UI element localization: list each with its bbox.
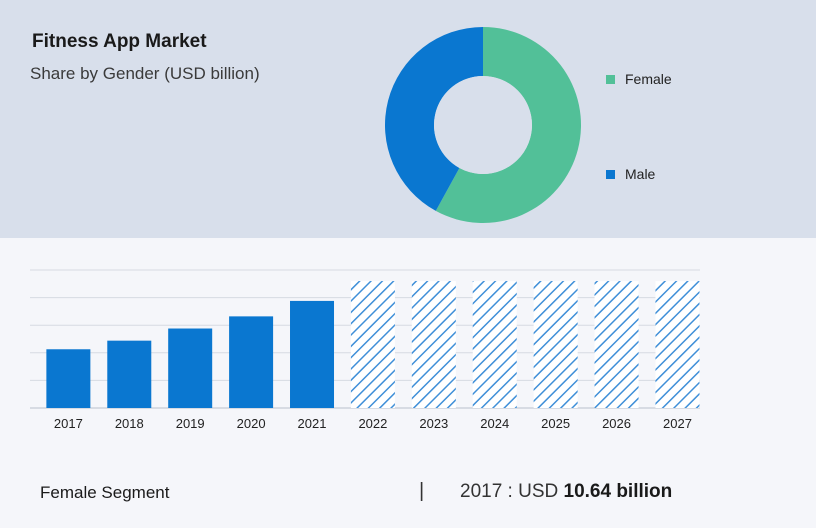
bar-2020: [229, 316, 274, 408]
legend-item-female: Female: [606, 71, 672, 87]
x-tick-label: 2021: [298, 416, 327, 431]
donut-hole: [434, 76, 532, 174]
footer-year-prefix: 2017 : USD: [460, 481, 564, 502]
market-size-bar-chart: 2017 2018 2019 2020 2021 2022 2023 2024 2025 2026…: [30, 269, 700, 431]
bar-2021: [290, 300, 335, 408]
gender-donut-chart: [385, 27, 581, 223]
bar-2024: [472, 281, 517, 408]
footer-segment-label: Female Segment: [40, 483, 170, 502]
x-tick-label: 2022: [358, 416, 387, 431]
bar-2027: [655, 281, 700, 408]
x-tick-label: 2027: [663, 416, 692, 431]
x-tick-label: 2019: [176, 416, 205, 431]
x-tick-label: 2023: [419, 416, 448, 431]
footer-value-amount: 10.64 billion: [563, 481, 673, 502]
legend-label-female: Female: [625, 71, 672, 87]
chart-subtitle: Share by Gender (USD billion): [30, 64, 260, 83]
footer-value: 2017 : USD 10.64 billion: [460, 481, 672, 503]
bar-2023: [411, 281, 456, 408]
legend-item-male: Male: [606, 166, 655, 182]
footer-separator: |: [419, 480, 425, 502]
x-tick-label: 2020: [237, 416, 266, 431]
x-tick-label: 2026: [602, 416, 631, 431]
bar-2022: [350, 281, 395, 408]
bar-2025: [533, 281, 578, 408]
bar-2017: [46, 349, 91, 408]
chart-title: Fitness App Market: [32, 31, 207, 52]
legend-swatch-male: [606, 169, 615, 179]
bar-2019: [168, 328, 213, 408]
donut-slice-female: [435, 27, 581, 223]
bar-2026: [594, 281, 639, 408]
bar-2018: [107, 340, 152, 408]
legend-label-male: Male: [625, 166, 656, 182]
legend-swatch-female: [606, 74, 615, 84]
x-tick-label: 2017: [54, 416, 83, 431]
x-tick-label: 2025: [541, 416, 570, 431]
donut-slice-male: [385, 27, 483, 211]
x-tick-label: 2024: [480, 416, 509, 431]
x-tick-label: 2018: [115, 416, 144, 431]
